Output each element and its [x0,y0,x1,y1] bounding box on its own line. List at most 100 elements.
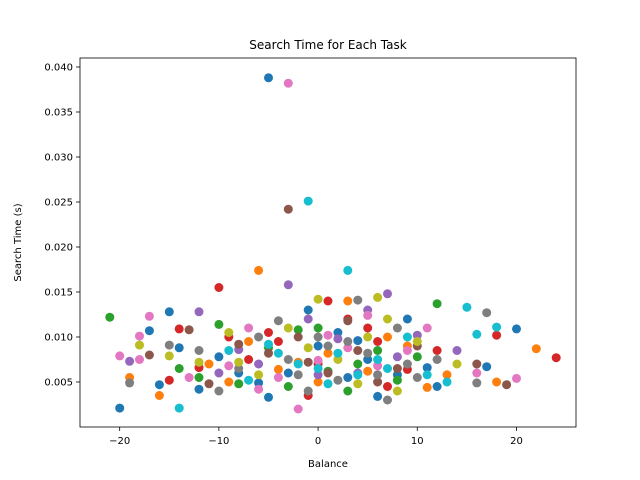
data-point [363,348,373,358]
data-point [283,355,293,364]
y-tick-label: 0.035 [44,108,73,119]
data-point [412,337,422,346]
data-point [353,370,363,380]
data-point [363,366,373,376]
data-point [363,323,373,333]
data-point [234,379,244,389]
y-tick-label: 0.040 [44,63,73,74]
data-point [244,375,254,385]
data-point [323,330,333,340]
data-point [115,351,125,361]
data-point [323,296,333,306]
data-point [333,334,343,344]
data-point [383,395,392,405]
data-point [115,403,125,413]
data-point [323,341,333,351]
data-point [273,373,283,382]
data-point [313,341,323,351]
data-point [373,292,383,302]
data-point [343,337,353,346]
data-point [214,319,224,329]
data-point [224,328,234,337]
data-point [392,386,402,396]
data-point [343,386,353,396]
data-point [383,364,392,373]
data-point [333,348,343,358]
data-point [373,337,383,346]
data-point [373,361,383,371]
data-point [343,316,353,326]
data-point [402,314,412,324]
data-point [373,377,383,387]
y-tick-label: 0.010 [44,333,73,344]
data-point [254,332,264,342]
data-point [194,373,204,382]
data-point [472,368,482,378]
x-tick-label: 10 [411,436,424,447]
data-point [135,331,144,341]
data-point [432,299,442,309]
y-axis: 0.005 0.010 0.015 0.020 0.025 0.030 0.035 0.040 [44,63,80,389]
data-point [154,380,164,390]
data-point [333,375,343,385]
data-point [154,391,164,400]
data-point [244,337,254,346]
x-axis: −20 −10 0 10 20 [109,427,523,447]
data-point [402,359,412,369]
data-point [264,73,273,83]
x-tick-label: −20 [109,436,130,447]
data-point [293,370,303,380]
data-point [412,352,422,362]
data-point [254,384,264,394]
data-point [313,370,323,380]
data-point [531,344,541,354]
data-point [492,377,502,387]
data-point [422,323,432,333]
data-point [472,359,482,369]
data-point [303,305,313,315]
data-point [164,340,174,350]
data-point [482,362,492,372]
data-point [373,370,383,380]
data-point [492,330,502,340]
data-point [412,373,422,382]
data-point [373,346,383,355]
data-point [264,348,273,358]
y-tick-label: 0.015 [44,288,73,299]
data-point [363,355,373,364]
data-point [502,380,512,390]
data-point [184,325,194,335]
data-point [333,328,343,337]
data-point [432,382,442,391]
data-point [383,332,392,342]
data-point [204,359,214,369]
y-tick-label: 0.030 [44,153,73,164]
x-axis-label: Balance [308,459,348,470]
data-point [392,375,402,385]
data-point [313,355,323,365]
data-point [551,353,561,363]
data-point [313,323,323,333]
data-point [254,359,264,369]
data-point [264,392,273,402]
data-point [125,356,135,366]
data-point [323,368,333,378]
data-point [283,78,293,88]
data-point [283,280,293,290]
data-point [452,359,462,369]
data-point [273,316,283,326]
data-point [422,370,432,380]
data-point [184,373,194,382]
data-point [125,378,135,388]
data-point [313,377,323,387]
data-point [343,265,353,275]
data-point [214,352,224,362]
data-point [333,355,343,364]
data-point [244,355,254,364]
data-point [303,196,313,206]
data-point [273,348,283,358]
data-point [224,377,234,387]
data-point [472,329,482,339]
